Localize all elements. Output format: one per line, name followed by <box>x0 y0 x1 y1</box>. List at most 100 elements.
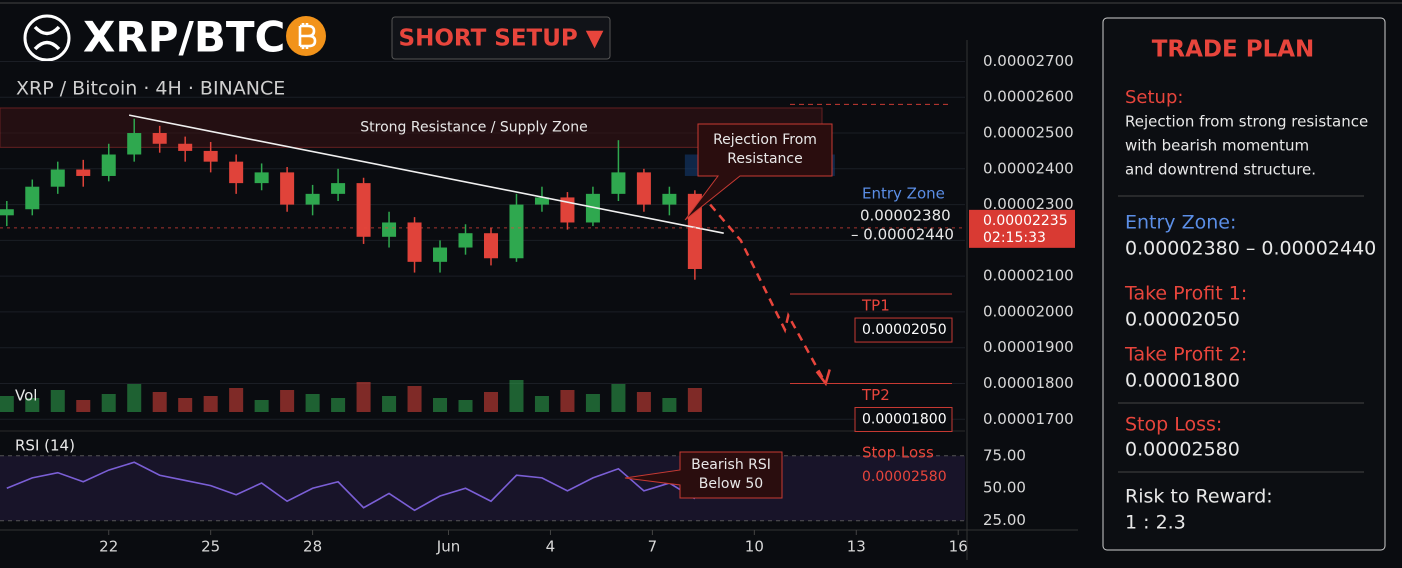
candle-body <box>254 172 269 184</box>
candle-body <box>0 209 14 216</box>
trendline <box>128 114 724 234</box>
volume-bar <box>636 392 651 412</box>
y-tick-label: 0.00002400 <box>983 159 1074 177</box>
volume-bar <box>50 390 65 412</box>
candle-body <box>178 143 193 151</box>
trade-plan-box <box>1102 17 1386 551</box>
rsi-callout <box>624 451 783 499</box>
bitcoin-icon <box>286 16 326 56</box>
volume-bar <box>356 382 371 412</box>
logo <box>23 14 71 62</box>
level-value: 0.00002050 <box>862 322 947 338</box>
x-tick-label: 13 <box>847 538 866 556</box>
setup-badge-text: SHORT SETUP ▼ <box>399 26 604 52</box>
rsi-note: Bearish RSI <box>691 457 771 473</box>
volume-bar <box>305 394 320 412</box>
tp2-label: Take Profit 2: <box>1124 344 1247 366</box>
rsi-band <box>0 455 965 521</box>
volume-bar <box>25 398 40 412</box>
entry-zone-title: Entry Zone <box>862 185 945 203</box>
candle-body <box>458 233 473 248</box>
y-tick-label: 0.00001700 <box>983 410 1074 428</box>
volume-bar <box>76 400 91 412</box>
x-tick-label: Jun <box>436 538 460 556</box>
rsi-tick-label: 75.00 <box>983 446 1026 464</box>
rsi-tick-label: 50.00 <box>983 479 1026 497</box>
volume-bar <box>662 398 677 412</box>
candle-body <box>509 204 524 259</box>
volume-bar <box>203 396 218 412</box>
y-tick-label: 0.00002700 <box>983 52 1074 70</box>
level-name: Stop Loss <box>862 444 934 462</box>
volume-bar <box>280 390 295 412</box>
subtitle: XRP / Bitcoin · 4H · BINANCE <box>16 78 285 100</box>
volume-bar <box>0 396 14 412</box>
candle-body <box>356 183 371 237</box>
x-tick-label: 22 <box>99 538 118 556</box>
setup-badge <box>391 16 611 60</box>
volume-bar <box>483 392 499 412</box>
rr-value: 1 : 2.3 <box>1125 512 1186 534</box>
setup-text: with bearish momentum <box>1125 137 1309 155</box>
tp2-value: 0.00001800 <box>1125 370 1240 392</box>
volume-bar <box>382 396 397 412</box>
setup-text: and downtrend structure. <box>1125 161 1316 179</box>
level-value: 0.00002580 <box>862 469 947 485</box>
entry-zone-label: 0.00002380 <box>860 207 951 225</box>
chart: 0.00002700 0.00002600 0.00002500 0.00002400… <box>0 52 1075 556</box>
rejection-callout <box>684 123 833 221</box>
candle-body <box>585 193 600 223</box>
candle-body <box>407 222 422 262</box>
setup-text: Rejection from strong resistance <box>1125 113 1368 131</box>
x-tick-label: 25 <box>201 538 220 556</box>
candle-body <box>636 172 651 205</box>
candle-body <box>305 193 320 205</box>
volume-bar <box>687 388 702 412</box>
tp1-value: 0.00002050 <box>1125 309 1240 331</box>
volume-bar <box>509 380 524 412</box>
rr-label: Risk to Reward: <box>1125 486 1273 508</box>
candle-body <box>534 197 549 205</box>
current-price-badge <box>969 209 1075 248</box>
projection-path <box>709 203 827 385</box>
tp1-label: Take Profit 1: <box>1124 283 1247 305</box>
candle-body <box>76 169 91 176</box>
setup-label: Setup: <box>1125 87 1183 108</box>
x-tick-label: 10 <box>745 538 764 556</box>
candle-body <box>433 247 448 262</box>
rejection-note: Resistance <box>727 151 802 167</box>
y-tick-label: 0.00001800 <box>983 374 1074 392</box>
volume-bar <box>229 388 244 412</box>
candle-body <box>280 172 295 205</box>
level-value: 0.00001800 <box>862 411 947 427</box>
volume-bar <box>127 384 142 412</box>
candle-body <box>25 186 40 210</box>
volume-bar <box>407 386 422 412</box>
level-name: TP1 <box>861 297 890 315</box>
x-tick-label: 4 <box>546 538 556 556</box>
y-tick-label: 0.00002600 <box>983 88 1074 106</box>
x-tick-label: 28 <box>303 538 322 556</box>
volume-bar <box>534 396 549 412</box>
rsi-tick-label: 25.00 <box>983 511 1026 529</box>
y-tick-label: 0.00002300 <box>983 195 1074 213</box>
candle-body <box>127 133 142 155</box>
volume-bar <box>611 384 626 412</box>
pair-title: XRP/BTC <box>83 13 285 62</box>
candle-body <box>382 222 397 237</box>
entry-zone-label: – 0.00002440 <box>851 226 954 244</box>
candle-body <box>152 133 167 144</box>
trade-plan-title: TRADE PLAN <box>1152 37 1315 63</box>
resistance-label: Strong Resistance / Supply Zone <box>360 120 587 136</box>
volume-bar <box>152 392 167 412</box>
sl-value: 0.00002580 <box>1125 439 1240 461</box>
candle-body <box>203 150 218 162</box>
candle-body <box>331 183 346 194</box>
rsi-label: RSI (14) <box>15 437 75 455</box>
candle-body <box>560 197 575 223</box>
rsi-note: Below 50 <box>699 476 763 492</box>
candle-body <box>611 172 626 194</box>
x-tick-label: 7 <box>648 538 658 556</box>
y-tick-label: 0.00001900 <box>983 338 1074 356</box>
